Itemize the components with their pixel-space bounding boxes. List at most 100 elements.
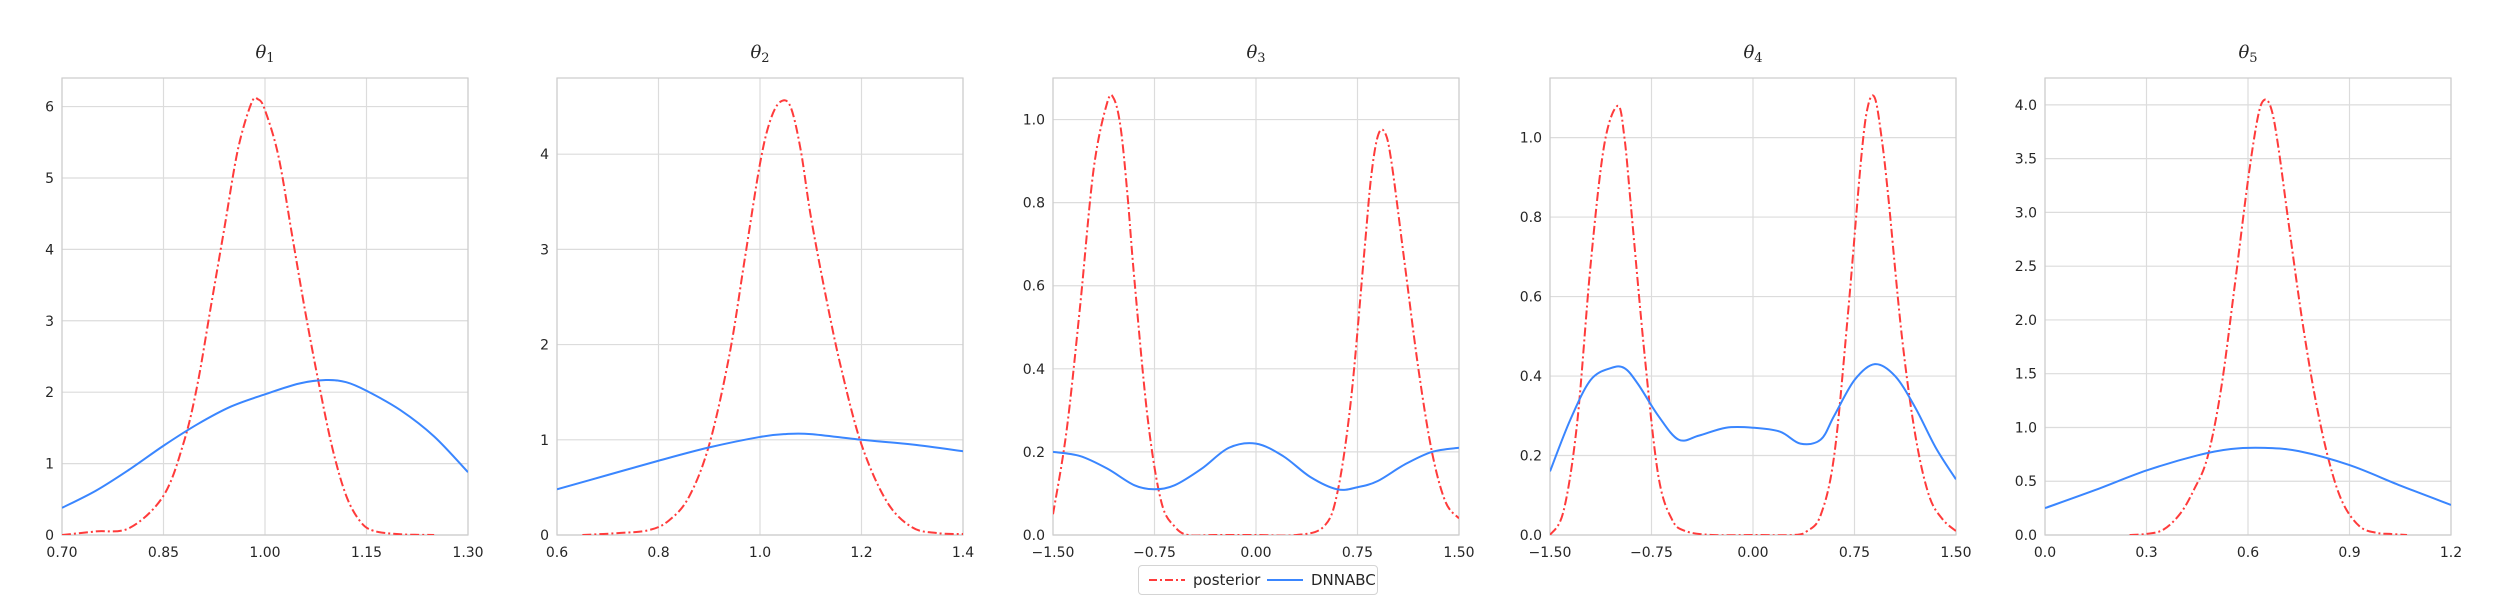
subplot-title: θ3 — [1246, 42, 1265, 66]
y-tick-label: 1.0 — [1023, 113, 1045, 129]
series-line-posterior — [1550, 94, 1956, 535]
series-line-dnnabc — [557, 432, 963, 491]
subplot-4: −1.50 −0.75 0.00 0.75 1.50 0.0 0.2 0.4 0.6 0.8 1.0… — [1520, 42, 1972, 561]
y-tick-label: 0.0 — [1520, 528, 1542, 544]
x-tick-label: 0.9 — [2338, 545, 2360, 561]
y-tick-label: 2.0 — [2015, 313, 2037, 329]
y-tick-label: 3 — [45, 314, 54, 330]
y-tick-label: 0.8 — [1023, 196, 1045, 212]
y-tick-label: 0.4 — [1520, 369, 1542, 385]
x-tick-label: 1.2 — [850, 545, 872, 561]
y-tick-label: 1 — [45, 457, 54, 473]
y-tick-label: 0.2 — [1520, 449, 1542, 465]
x-tick-label: 1.0 — [749, 545, 771, 561]
series-line-posterior — [62, 96, 435, 535]
axes-frame — [556, 77, 964, 536]
subplot-title-base: θ — [2238, 42, 2249, 63]
y-tick-label: 0.0 — [1023, 528, 1045, 544]
y-tick-label: 0.4 — [1023, 362, 1045, 378]
legend-label-dnnabc: DNNABC — [1311, 571, 1376, 589]
x-tick-label: 1.50 — [1940, 545, 1971, 561]
series-line-posterior — [582, 99, 963, 535]
subplot-title: θ2 — [750, 42, 769, 66]
subplot-title-subscript: 4 — [1754, 51, 1762, 66]
series-line-dnnabc — [2045, 446, 2451, 510]
x-tick-label: −0.75 — [1630, 545, 1673, 561]
y-tick-label: 1.0 — [1520, 131, 1542, 147]
subplot-title-subscript: 5 — [2249, 51, 2257, 66]
y-tick-label: 1.0 — [2015, 420, 2037, 436]
y-tick-label: 3.0 — [2015, 205, 2037, 221]
series-line-dnnabc — [1053, 442, 1459, 491]
y-tick-label: 4 — [45, 242, 54, 258]
subplot-title-subscript: 1 — [266, 51, 274, 66]
y-tick-label: 0.5 — [2015, 474, 2037, 490]
legend-item-dnnabc: DNNABC — [1267, 566, 1376, 594]
y-tick-label: 2 — [45, 385, 54, 401]
series-line-dnnabc — [62, 379, 468, 509]
x-tick-label: −0.75 — [1133, 545, 1176, 561]
x-tick-label: 1.50 — [1443, 545, 1474, 561]
legend-item-posterior: posterior — [1149, 566, 1260, 594]
x-tick-label: 1.30 — [452, 545, 483, 561]
subplot-5: 0.0 0.3 0.6 0.9 1.2 0.0 0.5 1.0 1.5 2.0 2.5 3.0 3.5 4… — [2015, 42, 2462, 561]
x-tick-label: 1.15 — [351, 545, 382, 561]
x-tick-label: 0.85 — [148, 545, 179, 561]
y-tick-label: 5 — [45, 171, 54, 187]
x-tick-label: 0.6 — [2237, 545, 2259, 561]
y-tick-label: 4 — [540, 147, 549, 163]
legend: posterior DNNABC — [1138, 565, 1378, 595]
subplot-title-subscript: 3 — [1257, 51, 1265, 66]
y-tick-label: 0.6 — [1023, 279, 1045, 295]
x-tick-label: −1.50 — [1529, 545, 1572, 561]
y-tick-label: 0.6 — [1520, 290, 1542, 306]
series-line-posterior — [1053, 93, 1459, 535]
x-tick-label: 0.3 — [2135, 545, 2157, 561]
y-tick-label: 3.5 — [2015, 152, 2037, 168]
x-tick-label: 1.00 — [249, 545, 280, 561]
x-tick-label: −1.50 — [1032, 545, 1075, 561]
y-tick-label: 1.5 — [2015, 367, 2037, 383]
y-tick-label: 0.8 — [1520, 210, 1542, 226]
x-tick-label: 0.8 — [647, 545, 669, 561]
y-tick-label: 6 — [45, 100, 54, 116]
y-tick-label: 2.5 — [2015, 259, 2037, 275]
x-tick-label: 0.0 — [2034, 545, 2056, 561]
x-tick-label: 1.4 — [952, 545, 974, 561]
x-tick-label: 0.00 — [1240, 545, 1271, 561]
legend-label-posterior: posterior — [1193, 571, 1261, 589]
axes-frame — [2044, 77, 2452, 536]
series-line-dnnabc — [1550, 363, 1956, 480]
subplot-3: −1.50 −0.75 0.00 0.75 1.50 0.0 0.2 0.4 0.6 0.8 1.0… — [1023, 42, 1475, 561]
y-tick-label: 0.0 — [2015, 528, 2037, 544]
y-tick-label: 0 — [540, 528, 549, 544]
x-tick-label: 0.6 — [546, 545, 568, 561]
axes-frame — [1549, 77, 1957, 536]
subplot-title-base: θ — [255, 42, 266, 63]
x-tick-label: 0.75 — [1342, 545, 1373, 561]
subplot-title-base: θ — [1743, 42, 1754, 63]
x-tick-label: 0.75 — [1839, 545, 1870, 561]
subplot-title-base: θ — [1246, 42, 1257, 63]
subplot-title-subscript: 2 — [761, 51, 769, 66]
axes-frame — [61, 77, 469, 536]
subplot-title: θ1 — [255, 42, 274, 66]
subplot-title: θ5 — [2238, 42, 2257, 66]
x-tick-label: 1.2 — [2440, 545, 2462, 561]
y-tick-label: 3 — [540, 242, 549, 258]
solid-line-icon — [1267, 579, 1303, 581]
x-tick-label: 0.70 — [46, 545, 77, 561]
dash-dot-line-icon — [1149, 579, 1185, 581]
series-line-posterior — [2129, 98, 2408, 535]
y-tick-label: 2 — [540, 338, 549, 354]
subplot-title-base: θ — [750, 42, 761, 63]
subplot-title: θ4 — [1743, 42, 1762, 66]
y-tick-label: 0 — [45, 528, 54, 544]
x-tick-label: 0.00 — [1737, 545, 1768, 561]
y-tick-label: 0.2 — [1023, 445, 1045, 461]
y-tick-label: 4.0 — [2015, 98, 2037, 114]
